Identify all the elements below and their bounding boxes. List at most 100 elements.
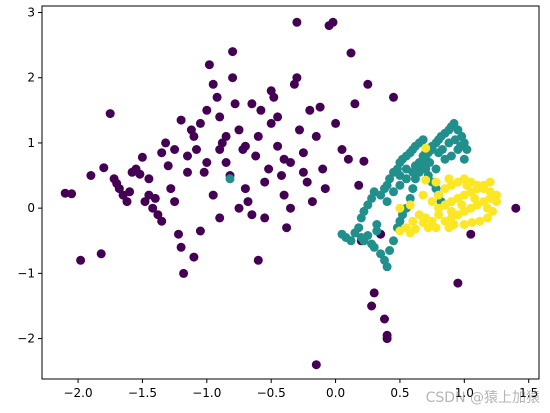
scatter-point-s2-51 [405, 200, 415, 210]
x-tick-label: −1.0 [192, 386, 221, 400]
scatter-point-s0-118 [382, 330, 392, 340]
scatter-point-s2-41 [459, 220, 469, 229]
scatter-point-s0-22 [157, 148, 167, 158]
scatter-point-s0-103 [253, 255, 263, 265]
scatter-point-s1-83 [418, 151, 428, 161]
scatter-point-s1-53 [418, 135, 428, 145]
scatter-point-s0-4 [96, 249, 106, 259]
scatter-point-s0-93 [195, 226, 205, 236]
scatter-point-s0-53 [256, 105, 266, 115]
x-tick-label: −2.0 [63, 386, 92, 400]
scatter-point-s0-25 [166, 184, 176, 194]
scatter-point-s0-115 [466, 229, 476, 239]
scatter-point-s0-100 [286, 203, 295, 213]
scatter-point-s0-90 [157, 216, 167, 226]
scatter-point-s0-97 [247, 99, 257, 109]
scatter-point-s0-37 [204, 60, 214, 70]
scatter-point-s1-22 [408, 184, 418, 194]
x-tick-label: 1.5 [519, 386, 538, 400]
scatter-point-s2-38 [483, 213, 492, 223]
y-tick-label: 3 [27, 6, 35, 20]
scatter-point-s1-86 [437, 145, 447, 154]
scatter-point-s1-84 [425, 158, 435, 167]
scatter-point-s2-0 [421, 143, 431, 153]
scatter-point-s1-11 [372, 226, 382, 236]
scatter-point-s0-5 [99, 163, 109, 173]
scatter-point-s0-67 [302, 177, 312, 187]
scatter-point-s0-29 [179, 268, 189, 278]
scatter-point-s0-105 [189, 252, 199, 262]
scatter-point-s0-117 [359, 156, 369, 166]
scatter-point-s1-35 [449, 118, 459, 128]
scatter-point-s0-73 [320, 184, 330, 194]
scatter-point-s0-40 [215, 112, 225, 122]
plot-frame [41, 5, 540, 380]
scatter-point-s1-3 [346, 236, 356, 246]
scatter-point-s0-42 [221, 158, 231, 167]
scatter-point-s2-26 [427, 197, 437, 207]
scatter-point-s1-80 [395, 171, 405, 180]
scatter-point-s2-46 [418, 218, 428, 227]
scatter-point-s1-71 [446, 151, 456, 161]
scatter-point-s0-102 [311, 360, 321, 370]
scatter-point-s2-53 [431, 177, 441, 187]
scatter-point-s1-12 [376, 249, 386, 259]
scatter-point-s0-9 [114, 184, 124, 194]
scatter-point-s2-50 [395, 203, 405, 213]
scatter-point-s0-83 [363, 79, 373, 89]
x-tick-label: 1.0 [455, 386, 474, 400]
scatter-point-s0-81 [354, 180, 364, 190]
scatter-point-s2-49 [395, 226, 405, 236]
scatter-point-s2-59 [462, 180, 472, 190]
scatter-point-s0-50 [247, 210, 257, 220]
y-tick-label: −1 [17, 266, 35, 280]
x-tick-label: 0.5 [390, 386, 409, 400]
scatter-point-s2-6 [427, 216, 437, 226]
scatter-point-s0-32 [189, 131, 199, 141]
scatter-point-s1-15 [385, 246, 395, 255]
scatter-point-s2-55 [457, 200, 467, 210]
x-tick-label: −0.5 [257, 386, 286, 400]
y-tick-label: 0 [27, 201, 35, 215]
scatter-point-s0-11 [122, 197, 132, 207]
scatter-point-s0-64 [292, 17, 302, 27]
scatter-point-s1-76 [363, 200, 373, 210]
scatter-point-s0-84 [367, 301, 377, 311]
scatter-point-s0-27 [174, 229, 183, 239]
scatter-point-s0-99 [273, 112, 283, 122]
scatter-point-s0-116 [511, 203, 521, 213]
scatter-point-s0-51 [251, 151, 261, 161]
scatter-point-s1-14 [382, 262, 392, 272]
scatter-point-s1-82 [410, 161, 420, 171]
x-axis-ticks: −2.0 −1.5 −1.0 −0.5 0.0 0.5 1.0 1.5 [63, 379, 538, 400]
scatter-point-s0-114 [453, 278, 463, 288]
scatter-point-s0-33 [192, 145, 201, 154]
scatter-point-s0-87 [380, 314, 389, 324]
scatter-point-s0-65 [295, 125, 304, 135]
scatter-point-s0-89 [389, 92, 398, 102]
y-tick-label: 1 [27, 136, 35, 150]
scatter-points [60, 17, 521, 370]
scatter-point-s0-75 [328, 17, 338, 27]
scatter-point-s0-66 [298, 148, 308, 158]
scatter-point-s2-25 [485, 177, 495, 187]
scatter-point-s1-88 [450, 135, 460, 145]
scatter-point-s0-34 [195, 118, 205, 128]
scatter-point-s0-12 [125, 187, 135, 197]
scatter-point-s2-58 [446, 206, 456, 216]
scatter-point-s0-23 [161, 138, 171, 148]
scatter-point-s0-94 [208, 190, 218, 200]
x-tick-label: −1.5 [128, 386, 157, 400]
scatter-point-s0-46 [234, 125, 244, 135]
scatter-point-s0-71 [315, 102, 325, 112]
scatter-point-s1-85 [431, 164, 441, 174]
scatter-point-s0-68 [305, 105, 315, 115]
scatter-point-s1-75 [367, 193, 377, 203]
scatter-point-s1-36 [453, 125, 463, 135]
scatter-point-s1-43 [385, 174, 395, 184]
y-tick-label: −2 [17, 332, 35, 346]
scatter-point-s0-70 [311, 131, 321, 141]
scatter-point-s0-52 [253, 131, 263, 141]
scatter-point-s0-92 [183, 167, 192, 177]
